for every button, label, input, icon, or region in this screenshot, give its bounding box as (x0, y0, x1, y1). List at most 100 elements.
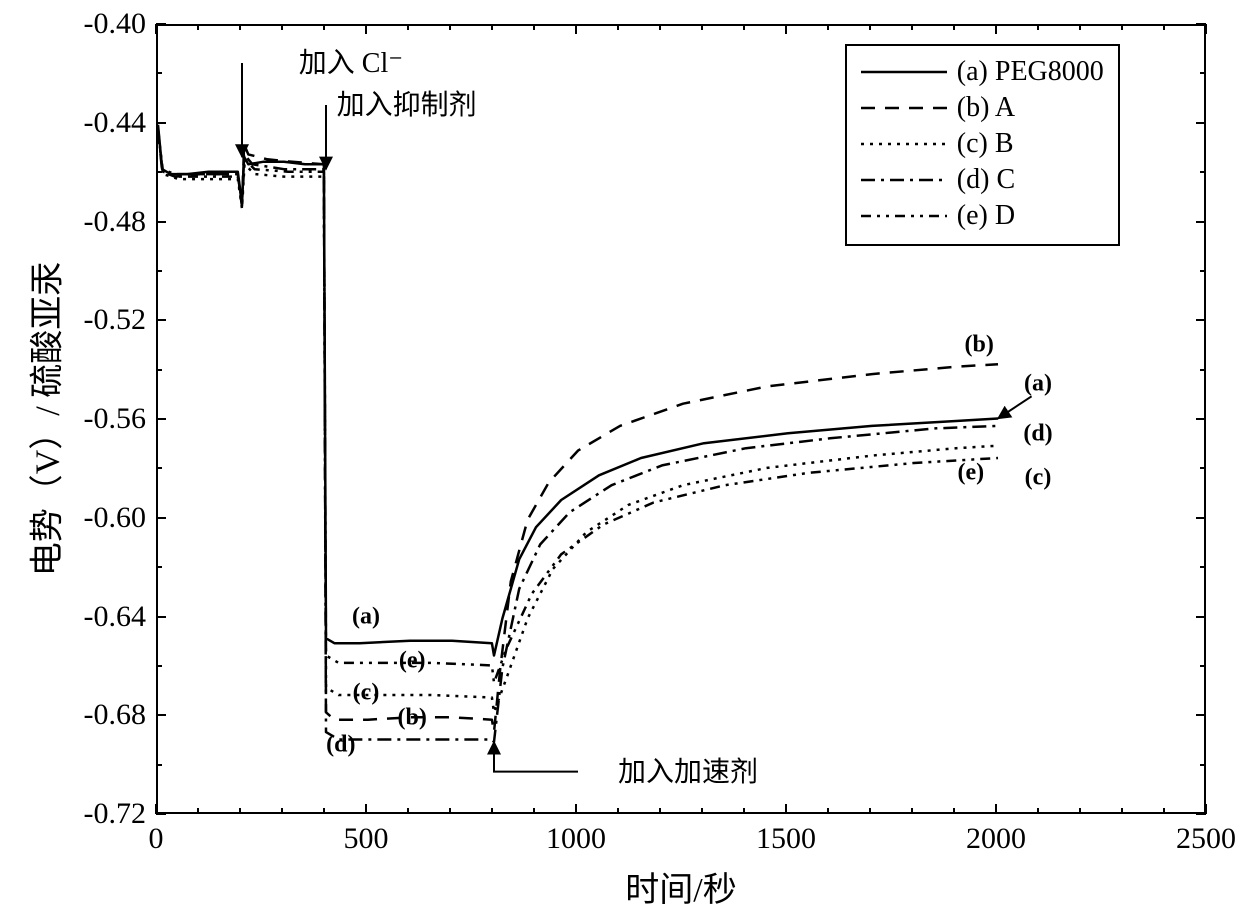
y-tick (1196, 221, 1206, 223)
y-tick-label: -0.56 (84, 402, 147, 436)
x-tick (911, 24, 913, 30)
legend-row: (b) A (861, 90, 1104, 126)
legend-label: (b) A (957, 92, 1015, 124)
y-tick (156, 764, 162, 766)
x-tick-label: 2500 (1176, 822, 1236, 856)
x-tick (785, 24, 787, 34)
x-tick (869, 24, 871, 30)
x-tick (995, 24, 997, 34)
y-tick (156, 616, 166, 618)
y-tick (1200, 270, 1206, 272)
y-tick (1200, 467, 1206, 469)
x-tick (1121, 808, 1123, 814)
legend-label: (d) C (957, 164, 1015, 196)
x-tick (281, 808, 283, 814)
x-tick (1037, 24, 1039, 30)
x-tick (407, 24, 409, 30)
x-tick (575, 804, 577, 814)
legend-swatch (861, 98, 947, 118)
x-tick (575, 24, 577, 34)
x-tick-label: 1500 (756, 822, 816, 856)
y-tick (156, 665, 162, 667)
y-tick (156, 171, 162, 173)
legend-swatch (861, 134, 947, 154)
series-inline-label: (a) (352, 603, 380, 630)
series-inline-label: (e) (957, 460, 984, 487)
y-tick (1200, 764, 1206, 766)
y-tick (156, 369, 162, 371)
legend-swatch (861, 206, 947, 226)
legend-label: (e) D (957, 200, 1015, 232)
series-inline-label: (d) (1023, 420, 1052, 447)
x-tick (1037, 808, 1039, 814)
x-tick-label: 2000 (966, 822, 1026, 856)
legend-row: (e) D (861, 198, 1104, 234)
y-tick (1196, 616, 1206, 618)
y-tick (1200, 72, 1206, 74)
annotation-text: 加入 Cl⁻ (299, 41, 403, 81)
y-axis-label: 电势（V）/ 硫酸亚汞 (20, 262, 69, 577)
annotation-text: 加入加速剂 (618, 750, 758, 790)
y-tick (1200, 171, 1206, 173)
y-tick (156, 517, 166, 519)
x-tick (281, 24, 283, 30)
x-tick (449, 24, 451, 30)
y-tick (1196, 319, 1206, 321)
y-tick (156, 72, 162, 74)
y-tick (1200, 665, 1206, 667)
x-tick (869, 808, 871, 814)
x-tick (449, 808, 451, 814)
legend-row: (a) PEG8000 (861, 54, 1104, 90)
legend-swatch (861, 62, 947, 82)
x-tick (827, 808, 829, 814)
x-tick (407, 808, 409, 814)
x-tick (1163, 808, 1165, 814)
series-inline-label: (a) (1024, 371, 1052, 398)
y-tick-label: -0.44 (84, 106, 147, 140)
x-tick (155, 24, 157, 34)
x-tick (323, 24, 325, 30)
legend: (a) PEG8000(b) A(c) B(d) C (e) D (845, 44, 1120, 246)
y-tick (156, 122, 166, 124)
x-tick (659, 808, 661, 814)
series-inline-label: (c) (353, 680, 380, 707)
x-tick (1079, 808, 1081, 814)
y-tick (156, 467, 162, 469)
x-tick (701, 808, 703, 814)
y-tick (156, 221, 166, 223)
x-tick (365, 24, 367, 34)
x-tick (365, 804, 367, 814)
x-tick (911, 808, 913, 814)
legend-row: (d) C (861, 162, 1104, 198)
x-tick (617, 24, 619, 30)
x-tick (617, 808, 619, 814)
x-tick (953, 808, 955, 814)
y-tick (1196, 813, 1206, 815)
series-inline-label: (b) (398, 704, 427, 731)
x-tick (1163, 24, 1165, 30)
x-tick (953, 24, 955, 30)
y-tick-label: -0.48 (84, 205, 147, 239)
x-tick-label: 0 (149, 822, 164, 856)
y-tick-label: -0.60 (84, 501, 147, 535)
y-tick-label: -0.72 (84, 797, 147, 831)
y-tick (156, 23, 166, 25)
x-tick (743, 808, 745, 814)
x-tick (1079, 24, 1081, 30)
x-tick (1121, 24, 1123, 30)
series-inline-label: (b) (965, 331, 994, 358)
x-tick (659, 24, 661, 30)
y-tick (1200, 369, 1206, 371)
x-tick (701, 24, 703, 30)
y-tick-label: -0.68 (84, 698, 147, 732)
annotation-arrow (494, 742, 578, 772)
x-tick (533, 808, 535, 814)
figure: 电势（V）/ 硫酸亚汞 时间/秒 (a) PEG8000(b) A(c) B(d… (0, 0, 1240, 916)
x-tick (491, 808, 493, 814)
legend-row: (c) B (861, 126, 1104, 162)
x-tick (1205, 24, 1207, 34)
y-tick (1200, 566, 1206, 568)
annotation-arrow (998, 396, 1032, 418)
y-tick (1196, 517, 1206, 519)
y-tick (156, 813, 166, 815)
